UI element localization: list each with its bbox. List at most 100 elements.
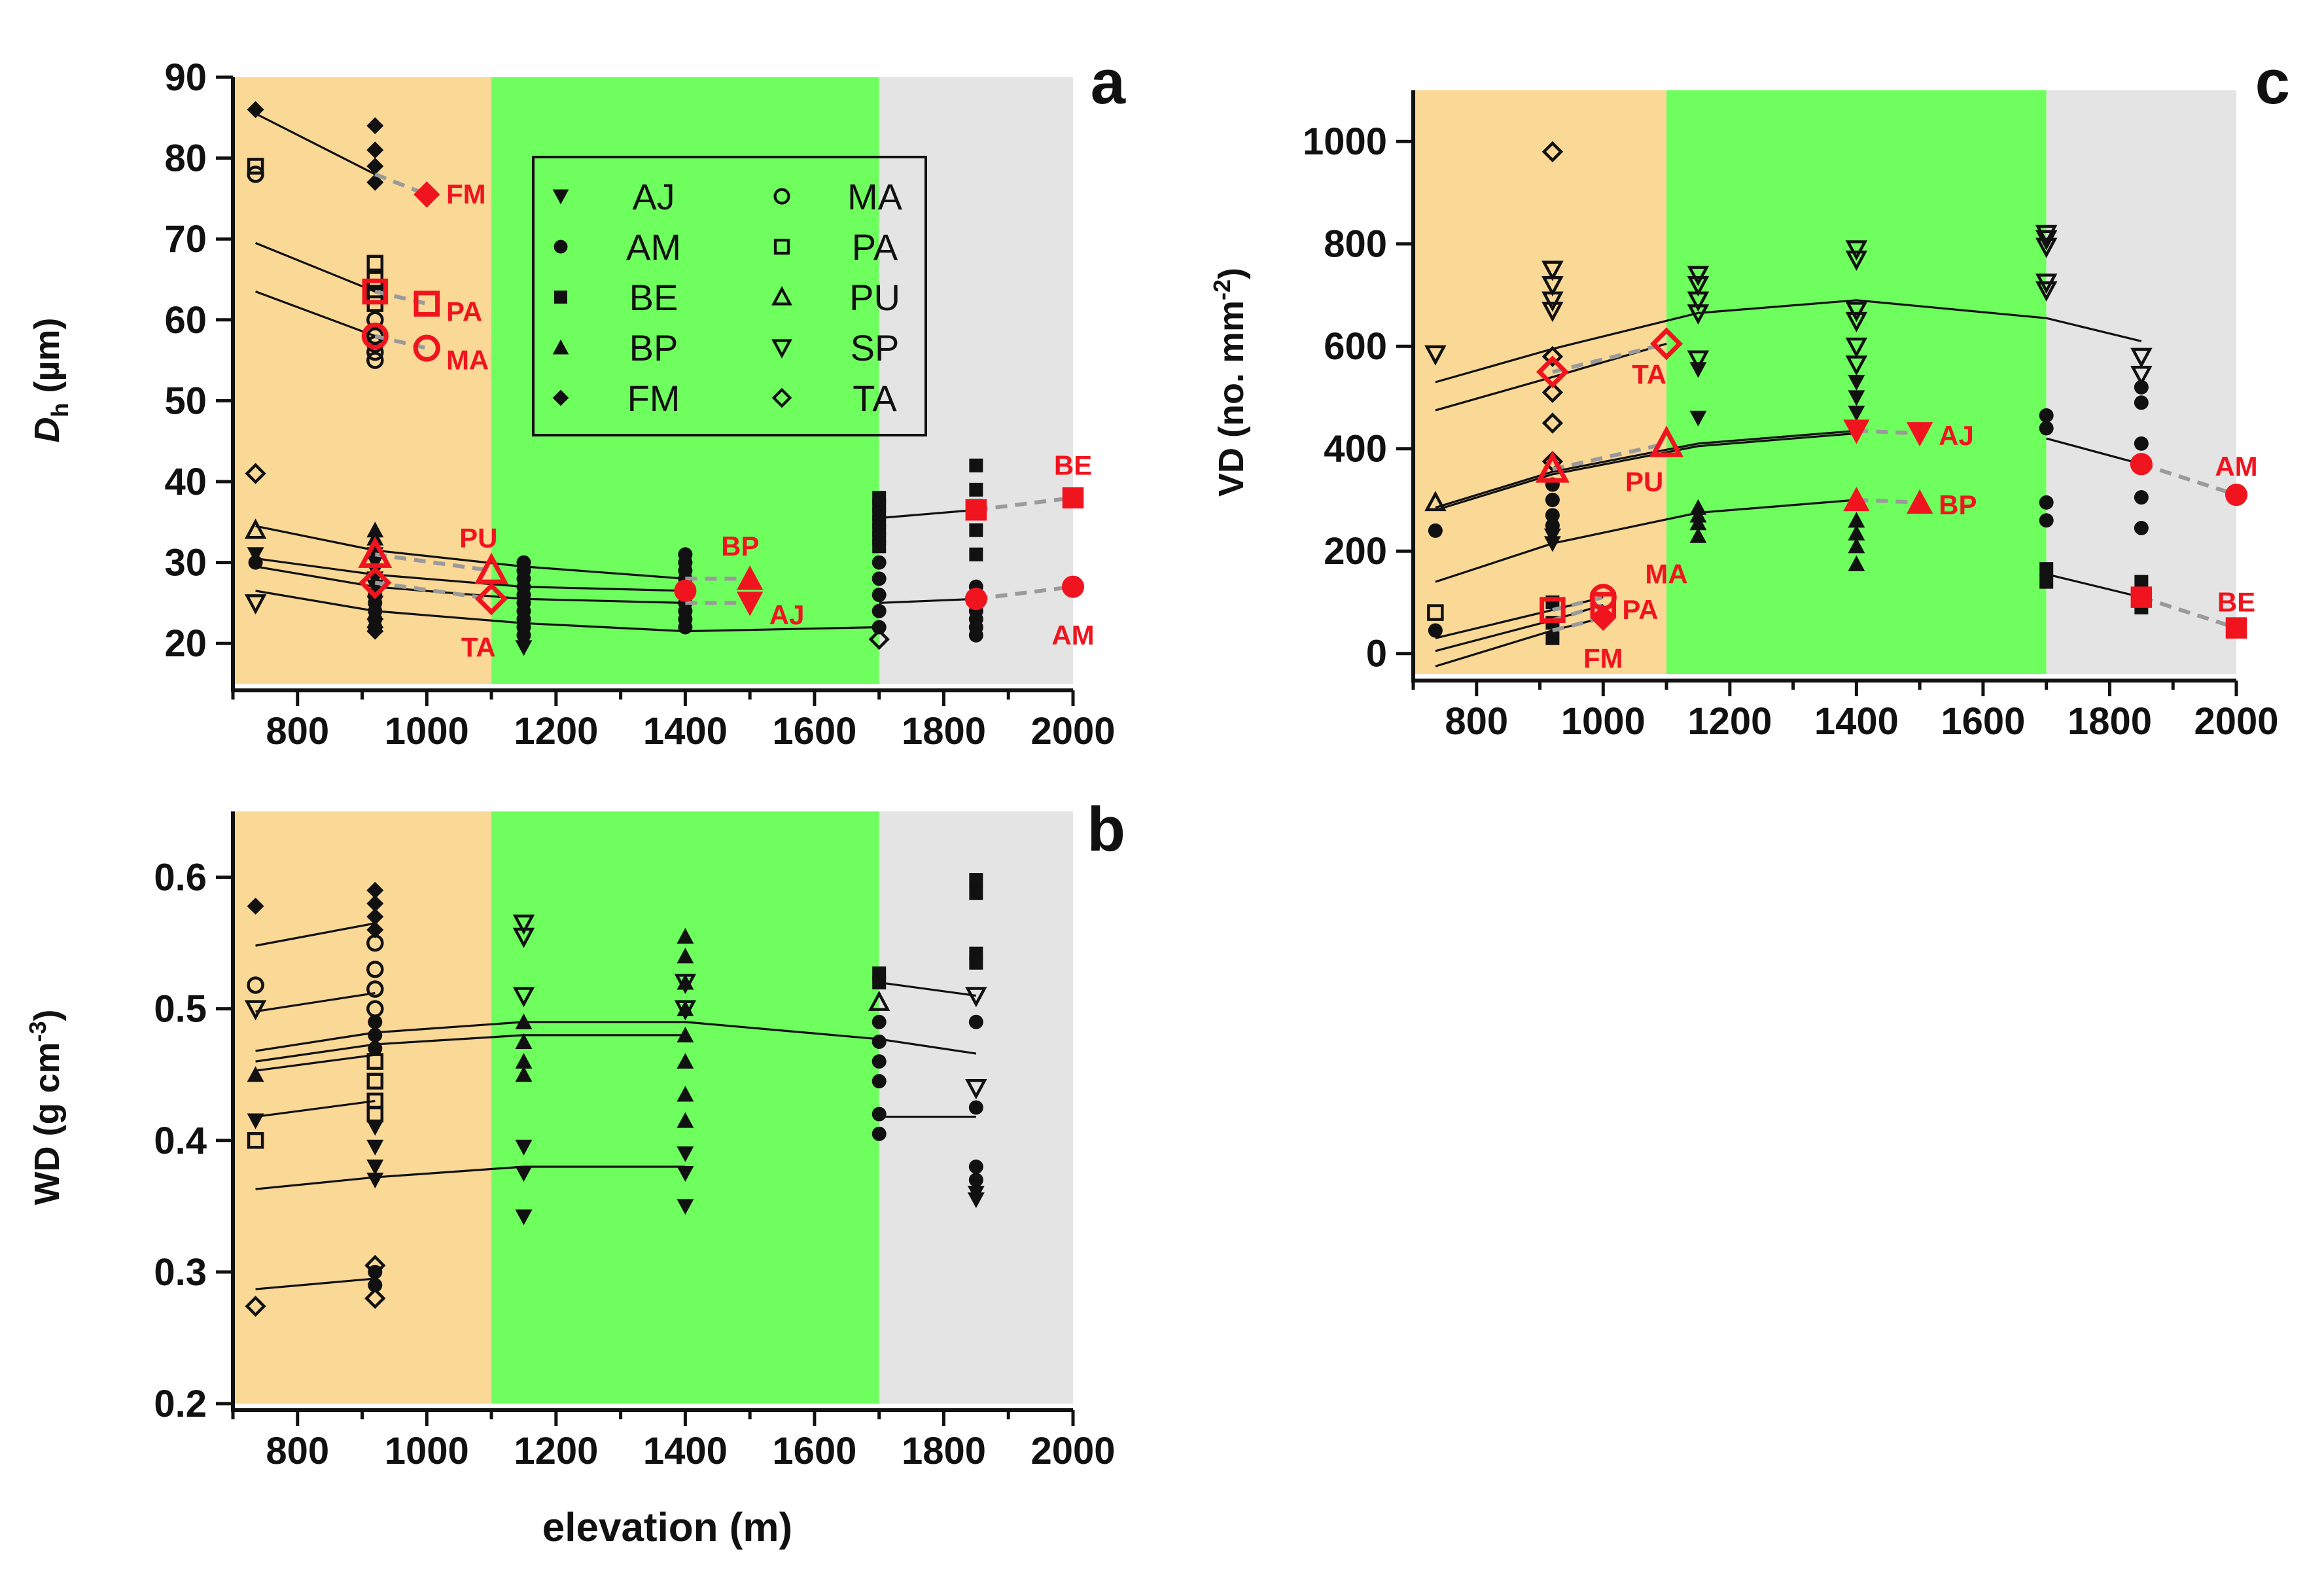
data-point-tri-up [677, 1053, 694, 1069]
data-point-diamond-open [1541, 451, 1564, 472]
legend-marker-be [554, 291, 567, 304]
data-point-square-open [366, 1073, 384, 1090]
prediction-label-am: AM [1051, 620, 1094, 650]
y-axis-title: WD (g cm-3) [24, 1010, 67, 1205]
legend-label-pa: PA [852, 226, 898, 268]
y-tick-label: 0.6 [154, 857, 207, 899]
data-point-circle [872, 603, 887, 618]
data-point-diamond-open [1541, 346, 1564, 368]
legend-label-be: BE [629, 277, 678, 318]
trend-line-be [879, 981, 977, 997]
data-point-circle [1545, 508, 1560, 523]
data-point-tri-down-open [1541, 302, 1564, 323]
data-point-circle [2134, 395, 2149, 410]
trend-line-bp [255, 557, 686, 592]
data-point-tri-down [366, 1139, 384, 1156]
data-point-diamond [366, 881, 384, 899]
prediction-label-ta: TA [1632, 359, 1666, 389]
data-point-circle-open [366, 934, 384, 952]
data-point-tri-down-open [512, 987, 535, 1008]
predicted-point-pu [1649, 425, 1684, 457]
data-point-tri-down [515, 1139, 533, 1156]
trend-line-ta [1435, 342, 1667, 412]
data-point-tri-down-open [2035, 281, 2058, 302]
prediction-label-be: BE [1054, 450, 1092, 480]
data-point-tri-up [1689, 527, 1707, 543]
data-point-diamond-open [1541, 381, 1564, 403]
data-point-tri-up [1689, 514, 1707, 531]
data-point-circle [2039, 495, 2054, 510]
x-tick-label: 1000 [385, 710, 469, 753]
y-tick-label: 40 [164, 461, 207, 503]
data-point-circle [2134, 490, 2149, 505]
data-point-tri-down [1543, 536, 1561, 552]
data-point-circle [2039, 421, 2054, 436]
current-point-square-open [1540, 597, 1566, 623]
data-point-square [872, 539, 887, 554]
data-point-diamond [366, 117, 384, 135]
data-point-circle [248, 555, 263, 570]
current-point-diamond-open [359, 566, 392, 599]
legend-marker-pu [771, 286, 792, 306]
data-point-circle [968, 1173, 983, 1188]
data-point-circle [368, 1014, 383, 1029]
data-point-tri-up [677, 1086, 694, 1102]
predicted-point-ta [474, 582, 508, 616]
data-point-circle [1545, 492, 1560, 507]
y-tick-label: 30 [164, 542, 207, 584]
data-point-tri-up-open [868, 990, 890, 1011]
data-point-circle [516, 628, 531, 643]
prediction-label-fm: FM [1583, 643, 1623, 674]
x-tick-label: 2000 [1030, 710, 1115, 753]
prediction-label-pu: PU [1625, 467, 1663, 497]
data-point-tri-down-open [674, 974, 697, 995]
current-point-diamond-open [1536, 355, 1569, 389]
x-tick-label: 1600 [772, 1430, 856, 1472]
y-tick-label: 90 [164, 56, 207, 99]
trend-line-sp [255, 1034, 686, 1063]
data-point-square-open [247, 158, 264, 175]
x-tick-label: 1800 [902, 1430, 986, 1472]
data-point-tri-up [677, 1026, 694, 1042]
data-point-tri-down-open [1687, 266, 1710, 287]
data-point-tri-down [366, 1159, 384, 1175]
data-point-tri-down-open [2130, 347, 2153, 368]
legend-label-aj: AJ [632, 176, 675, 217]
prediction-line-bp [1856, 497, 1920, 505]
data-point-diamond-open [245, 1295, 266, 1317]
data-point-tri-down [366, 555, 384, 571]
trend-line-fm [255, 922, 376, 947]
predicted-point-pu [474, 552, 509, 584]
legend-label-sp: SP [851, 327, 900, 368]
predicted-point-be [2225, 617, 2247, 639]
predicted-point-be [1062, 487, 1084, 508]
data-point-tri-down [677, 1166, 694, 1182]
data-point-square [2134, 575, 2149, 589]
data-point-tri-up-open [244, 518, 267, 539]
trend-line-ma [255, 291, 376, 338]
elevation-band-1 [1413, 90, 1667, 674]
current-point-circle [964, 588, 987, 611]
data-point-tri-up [1848, 537, 1865, 554]
trend-line-bp [1435, 499, 1857, 583]
data-point-tri-down [366, 1120, 384, 1136]
current-point-tri-up-open [1535, 451, 1570, 483]
data-point-tri-down-open [1541, 276, 1564, 297]
data-point-tri-down-open [2130, 365, 2153, 386]
data-point-circle [2039, 408, 2054, 423]
trend-line-am [879, 597, 976, 604]
data-point-diamond [366, 895, 384, 912]
legend-marker-pa [773, 238, 790, 255]
data-point-square [969, 955, 983, 970]
x-tick-label: 1200 [1687, 700, 1772, 743]
data-point-circle-open [247, 166, 264, 183]
data-point-tri-down-open [1541, 291, 1564, 312]
data-point-tri-down-open [244, 1000, 267, 1021]
data-point-tri-down [967, 1192, 985, 1209]
data-point-square [969, 547, 983, 561]
prediction-line-be [976, 495, 1074, 512]
y-tick-label: 0.2 [154, 1383, 207, 1425]
legend-marker-sp [771, 339, 792, 359]
elevation-band-2 [491, 811, 879, 1404]
data-point-square [969, 523, 983, 537]
